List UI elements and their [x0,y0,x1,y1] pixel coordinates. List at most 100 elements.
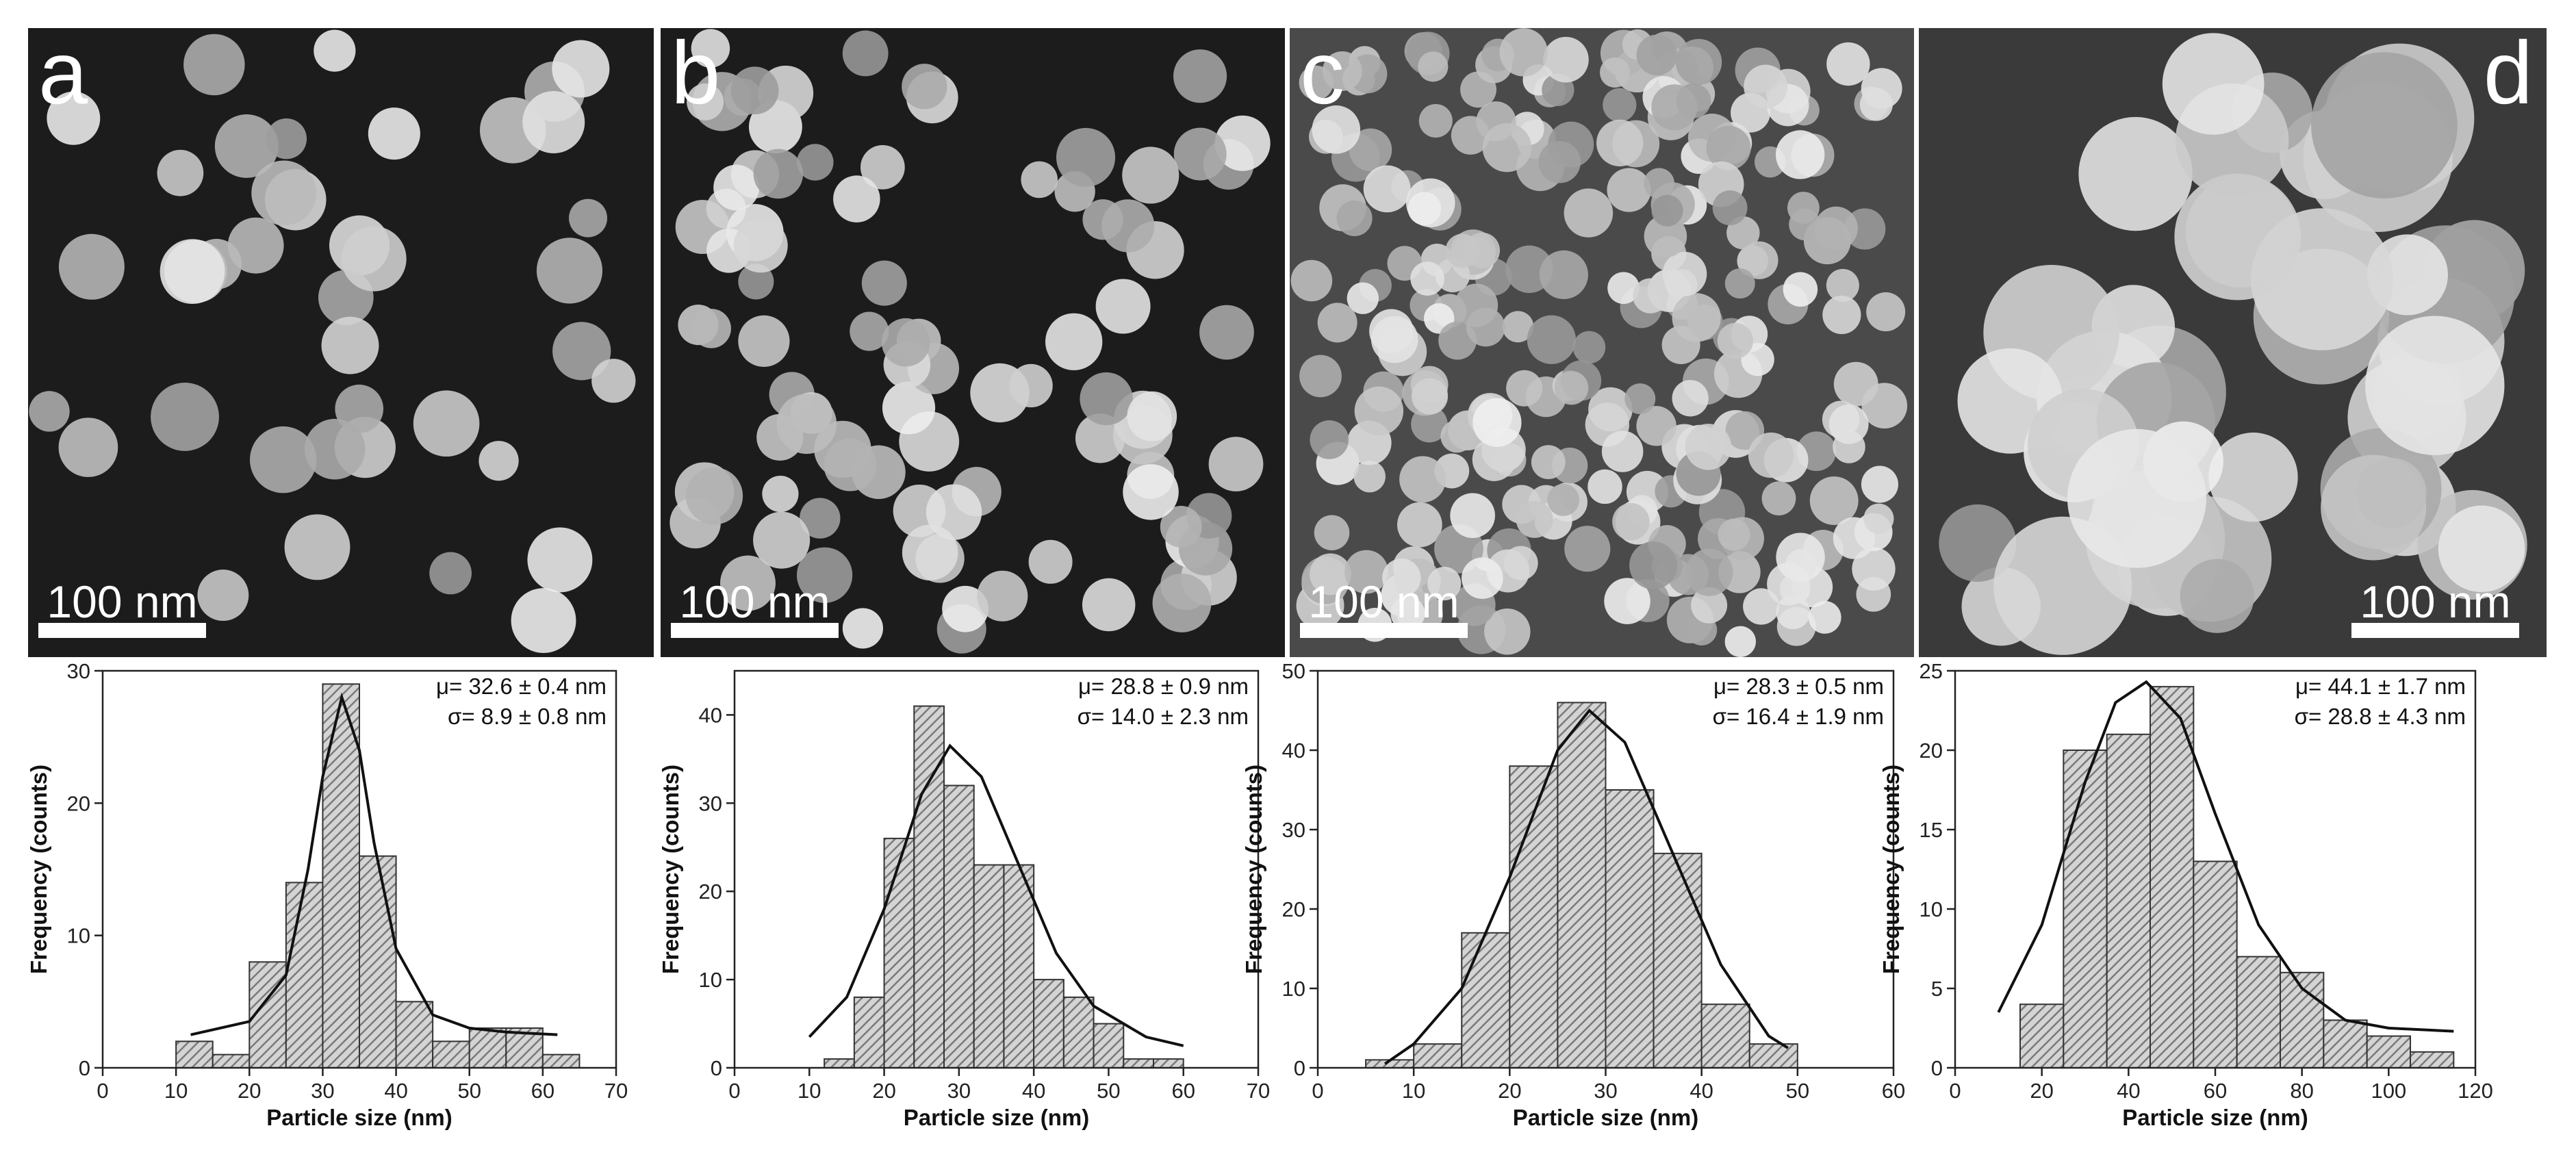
particle [1082,578,1136,632]
particle [1028,539,1073,584]
x-tick-label: 70 [1247,1079,1270,1103]
particle [1636,34,1678,76]
particle [1009,363,1053,408]
bar [2193,860,2238,1069]
bar [913,705,945,1068]
particle [1775,130,1825,179]
particle [284,514,350,580]
particle [1499,28,1548,77]
particle [1382,558,1421,598]
particle [2078,116,2193,231]
annotation: σ= 8.9 ± 0.8 nm [448,704,607,729]
particle [842,30,889,77]
particle [1502,311,1534,343]
particle [1564,188,1614,238]
particle [1299,65,1334,100]
bar [1653,852,1703,1069]
particle [1826,42,1870,86]
annotation: σ= 14.0 ± 2.3 nm [1077,704,1249,729]
bar [1413,1043,1463,1068]
particle [1462,557,1503,599]
particle [58,418,118,477]
x-tick-label: 30 [311,1079,334,1103]
particle [977,570,1028,622]
particle [1607,168,1651,212]
bar [2410,1051,2455,1069]
particle [738,264,774,300]
particle [1547,484,1580,516]
particle [1717,322,1754,359]
scale-bar [1300,623,1468,638]
x-tick-label: 0 [1312,1079,1323,1103]
particle [842,608,883,649]
y-tick-label: 20 [699,880,722,904]
particle [1783,272,1818,307]
particle [2365,316,2505,455]
particle [1604,578,1650,624]
y-axis-label: Frequency (counts) [1241,765,1266,974]
particle [1390,596,1425,631]
particle [1814,206,1858,251]
annotation: μ= 32.6 ± 0.4 nm [436,674,607,699]
bar [1700,1003,1750,1068]
particle [1740,241,1778,279]
particle [1612,502,1650,541]
x-tick-label: 40 [1689,1079,1713,1103]
particle [691,309,731,348]
bar [883,837,915,1069]
image-panel: a 100 nm [28,23,654,657]
bar [432,1040,470,1069]
particle [368,107,420,160]
particle [58,233,125,300]
fit-curve [808,743,1184,1047]
particle [762,475,799,513]
scale-bar [2351,623,2519,638]
particle [1651,194,1683,227]
particle [902,64,947,110]
x-tick-label: 30 [1594,1079,1617,1103]
particle [1173,49,1227,103]
y-tick-label: 20 [67,791,90,815]
x-tick-label: 40 [384,1079,407,1103]
x-tick-label: 30 [947,1079,971,1103]
particle [902,524,958,581]
particle [713,164,760,211]
particle [2356,457,2427,528]
bar [2063,750,2108,1068]
particle [942,585,989,632]
bar [541,1053,581,1068]
particle [1808,600,1841,634]
particle [1828,404,1869,444]
particle [1596,119,1644,167]
bar [359,855,397,1068]
bar [395,1001,434,1069]
particle [1214,115,1271,171]
y-tick-label: 10 [1282,977,1305,1001]
particle [214,114,279,178]
x-tick-label: 20 [1498,1079,1521,1103]
particle [1685,548,1733,596]
x-axis-label: Particle size (nm) [2122,1105,2308,1130]
particle [800,498,841,539]
particle [183,34,245,96]
y-tick-label: 20 [1282,897,1305,921]
annotation: μ= 44.1 ± 1.7 nm [2295,674,2466,699]
particle [1021,161,1058,199]
particle [1861,465,1898,503]
particle [552,40,610,98]
particle [1353,460,1386,493]
particle [1450,493,1495,539]
image-panel: b 100 nm [661,23,1285,657]
y-tick-label: 40 [1282,739,1305,763]
particle [1312,105,1361,154]
y-tick-label: 0 [1294,1056,1305,1080]
particle [1675,38,1722,86]
particle [1601,431,1644,472]
particle [1122,146,1179,204]
particle [733,218,788,273]
x-tick-label: 60 [1171,1079,1195,1103]
y-tick-label: 0 [711,1056,722,1080]
histogram: 0 10 20 30 40 50 60 0 10 20 30 40 50 Particle size (n… [1241,659,1905,1130]
particle [1347,282,1379,314]
